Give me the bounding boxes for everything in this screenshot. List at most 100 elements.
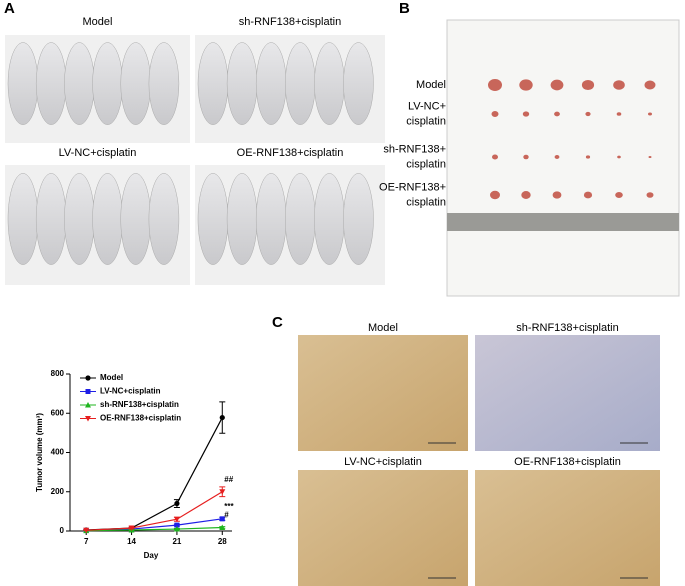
- y-tick-label: 800: [51, 369, 65, 378]
- tumor: [585, 155, 591, 159]
- caption: OE-RNF138+cisplatin: [514, 456, 621, 468]
- mouse: [120, 173, 151, 265]
- point: [219, 524, 226, 530]
- mouse: [7, 42, 39, 125]
- ihc-image: [298, 470, 468, 586]
- legend-label: OE-RNF138+cisplatin: [100, 414, 181, 423]
- panel-label: C: [272, 314, 283, 331]
- row-label: OE-RNF138+: [379, 181, 446, 193]
- legend-label: LV-NC+cisplatin: [100, 387, 161, 396]
- tumor: [616, 112, 622, 116]
- panel-label: B: [399, 0, 410, 17]
- tumor: [550, 79, 564, 91]
- tumor: [583, 191, 593, 199]
- mouse: [35, 42, 67, 125]
- mouse: [285, 42, 316, 125]
- tumor: [490, 190, 500, 200]
- caption: OE-RNF138+cisplatin: [237, 147, 344, 159]
- x-tick-label: 7: [84, 537, 89, 546]
- row-label: LV-NC+: [408, 100, 446, 112]
- tumor: [554, 111, 560, 117]
- point: [174, 500, 180, 507]
- series-line: [86, 491, 223, 531]
- tumor: [523, 154, 529, 160]
- mouse: [92, 42, 123, 125]
- legend-label: sh-RNF138+cisplatin: [100, 400, 179, 409]
- tumor: [648, 112, 652, 116]
- tumor: [581, 79, 595, 91]
- legend-label: Model: [100, 373, 123, 382]
- tumor: [491, 111, 499, 117]
- tumor: [488, 79, 502, 91]
- mouse: [197, 42, 229, 125]
- tumor: [554, 155, 560, 159]
- x-tick-label: 21: [172, 537, 181, 546]
- point: [219, 489, 226, 495]
- tumor: [617, 155, 621, 159]
- tumor: [646, 192, 654, 198]
- legend-marker: [85, 416, 91, 422]
- tumor: [615, 191, 623, 199]
- mouse: [314, 42, 345, 125]
- tumor: [613, 80, 625, 90]
- caption: LV-NC+cisplatin: [344, 456, 422, 468]
- mouse: [226, 173, 258, 265]
- caption: Model: [368, 322, 398, 334]
- mouse: [7, 173, 39, 265]
- mouse: [35, 173, 67, 265]
- point: [83, 527, 90, 534]
- x-axis-label: Day: [144, 551, 159, 560]
- caption: Model: [83, 16, 113, 28]
- y-tick-label: 600: [51, 408, 65, 417]
- mouse: [226, 42, 258, 125]
- photo-tumors: [446, 19, 680, 297]
- point: [173, 526, 180, 532]
- point: [173, 516, 180, 523]
- mouse: [343, 173, 374, 265]
- tumor: [648, 155, 652, 159]
- tumor: [552, 191, 562, 199]
- mouse: [92, 173, 123, 265]
- point: [219, 414, 225, 421]
- mouse: [64, 173, 95, 265]
- mouse: [148, 42, 180, 125]
- caption: sh-RNF138+cisplatin: [516, 322, 618, 334]
- ihc-image: [475, 335, 660, 451]
- legend-marker: [85, 375, 91, 381]
- series-line: [86, 526, 223, 532]
- ihc-image: [298, 335, 468, 451]
- tumor: [585, 111, 591, 117]
- significance: #: [224, 511, 229, 520]
- significance: ***: [224, 502, 234, 511]
- tumor: [522, 111, 530, 117]
- y-tick-label: 0: [60, 526, 65, 535]
- tumor: [644, 80, 656, 90]
- row-label: cisplatin: [406, 158, 446, 170]
- point: [128, 525, 135, 532]
- mouse: [120, 42, 151, 125]
- y-tick-label: 200: [51, 487, 65, 496]
- panel-label: A: [4, 0, 15, 17]
- caption: LV-NC+cisplatin: [59, 147, 137, 159]
- y-axis-label: Tumor volume (mm³): [35, 413, 44, 492]
- x-tick-label: 14: [127, 537, 136, 546]
- mouse: [64, 42, 95, 125]
- x-tick-label: 28: [218, 537, 227, 546]
- y-tick-label: 400: [51, 448, 65, 457]
- point: [174, 522, 180, 528]
- ruler: [447, 213, 679, 231]
- mouse: [314, 173, 345, 265]
- point: [219, 516, 225, 522]
- row-label: cisplatin: [406, 196, 446, 208]
- tumor: [519, 79, 533, 91]
- mouse: [197, 173, 229, 265]
- tumor-volume-chart: 0 200 400 600 800 7 14 21 28 Day Tumor volume (mm³…: [35, 369, 234, 560]
- legend-marker: [85, 389, 91, 394]
- mouse: [343, 42, 374, 125]
- mouse: [255, 42, 287, 125]
- series-line: [86, 417, 223, 531]
- tumor: [492, 154, 498, 160]
- mouse: [255, 173, 287, 265]
- ihc-image: [475, 470, 660, 586]
